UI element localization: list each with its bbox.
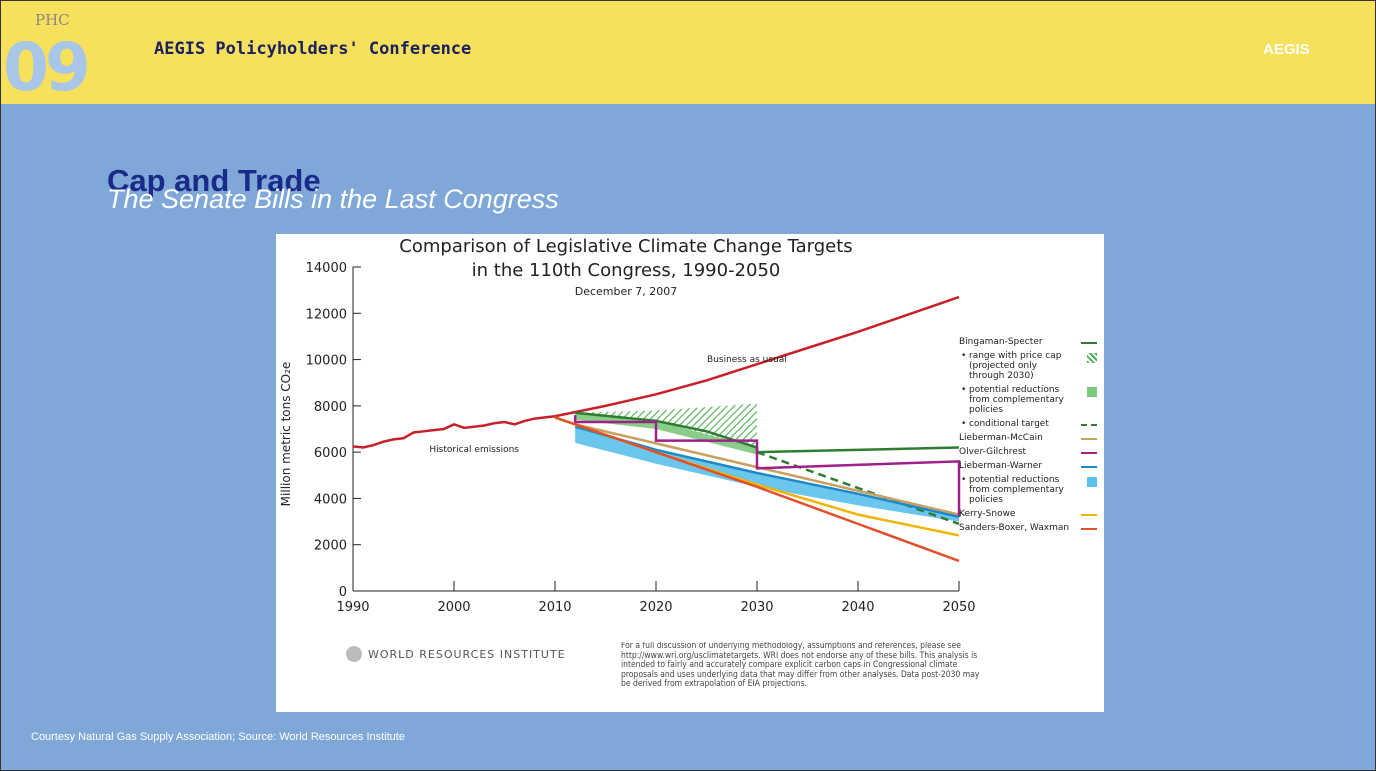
legend-item: range with price cap (projected only thr… <box>959 351 1099 381</box>
legend-swatch <box>1081 438 1097 440</box>
legend-item: potential reductions from complementary … <box>959 385 1099 415</box>
x-tick-label: 2000 <box>437 600 470 615</box>
legend-swatch <box>1087 353 1097 363</box>
legend-swatch <box>1087 387 1097 397</box>
y-tick-label: 6000 <box>314 446 347 461</box>
header-band <box>1 1 1375 104</box>
source: WORLD RESOURCES INSTITUTE <box>368 648 566 661</box>
legend-swatch <box>1081 424 1097 426</box>
note: For a full discussion of underlying meth… <box>621 642 980 689</box>
line <box>574 425 960 519</box>
y-tick-label: 0 <box>339 585 347 600</box>
legend-label: Olver-Gilchrest <box>959 447 1027 457</box>
slide-title: Cap and Trade <box>107 163 321 198</box>
line <box>352 295 960 449</box>
y-tick-label: 14000 <box>306 261 347 276</box>
legend-item: potential reductions from complementary … <box>959 475 1099 505</box>
legend-label: conditional target <box>969 419 1049 429</box>
chart-title-line2: in the 110th Congress, 1990-2050 <box>472 260 781 281</box>
legend-label: potential reductions from complementary … <box>969 385 1064 415</box>
footer: Courtesy Natural Gas Supply Association;… <box>31 731 405 743</box>
legend-label: Kerry-Snowe <box>959 509 1016 519</box>
chart-subtitle: December 7, 2007 <box>575 285 678 298</box>
legend-label: range with price cap (projected only thr… <box>969 351 1062 381</box>
y-tick-label: 8000 <box>314 400 347 415</box>
annotation: Business as usual <box>707 355 787 365</box>
legend-item: Bingaman-Specter <box>959 337 1099 347</box>
legend-swatch <box>1081 528 1097 530</box>
y-tick-label: 12000 <box>306 307 347 322</box>
note-box: For a full discussion of underlying meth… <box>621 642 980 689</box>
line <box>554 416 960 563</box>
legend-swatch <box>1081 342 1097 344</box>
slide-subtitle: The Senate Bills in the Last Congress <box>107 184 559 214</box>
legend-swatch <box>1081 452 1097 454</box>
chart: Comparison of Legislative Climate Change… <box>279 236 980 689</box>
legend-swatch <box>1087 477 1097 487</box>
header-title: AEGIS Policyholders' Conference <box>154 39 472 59</box>
chart-image: Comparison of Legislative Climate Change… <box>276 234 1104 712</box>
line <box>573 415 961 517</box>
legend-swatch <box>1081 466 1097 468</box>
area <box>575 403 757 448</box>
legend-item: conditional target <box>959 419 1099 429</box>
legend-item: Lieberman-Warner <box>959 461 1099 471</box>
legend-item: Olver-Gilchrest <box>959 447 1099 457</box>
logo-top: PHC <box>35 11 70 29</box>
x-tick-label: 2030 <box>740 600 773 615</box>
legend-label: Bingaman-Specter <box>959 337 1043 347</box>
legend-label: Sanders-Boxer, Waxman <box>959 523 1070 533</box>
logo-bottom: 09 <box>3 29 91 106</box>
y-tick-label: 4000 <box>314 492 347 507</box>
legend-swatch <box>1081 514 1097 516</box>
y-axis-label: Million metric tons CO₂e <box>279 362 293 507</box>
brand: AEGIS <box>1263 41 1310 58</box>
y-tick-label: 2000 <box>314 539 347 554</box>
area <box>575 426 959 522</box>
x-tick-label: 2010 <box>538 600 571 615</box>
wri-logo <box>346 646 362 662</box>
legend-label: Lieberman-McCain <box>959 433 1043 443</box>
chart-title: Comparison of Legislative Climate Change… <box>399 236 852 257</box>
x-tick-label: 1990 <box>336 600 369 615</box>
legend-item: Kerry-Snowe <box>959 509 1099 519</box>
legend-item: Sanders-Boxer, Waxman <box>959 523 1099 533</box>
x-tick-label: 2020 <box>639 600 672 615</box>
legend-label: potential reductions from complementary … <box>969 475 1064 505</box>
line <box>756 450 960 526</box>
x-tick-label: 2050 <box>942 600 975 615</box>
line <box>574 423 960 516</box>
legend-label: Lieberman-Warner <box>959 461 1043 471</box>
legend: Bingaman-Specter range with price cap (pr… <box>959 337 1099 537</box>
annotation: Historical emissions <box>429 445 519 455</box>
y-tick-label: 10000 <box>306 354 347 369</box>
x-tick-label: 2040 <box>841 600 874 615</box>
legend-item: Lieberman-McCain <box>959 433 1099 443</box>
